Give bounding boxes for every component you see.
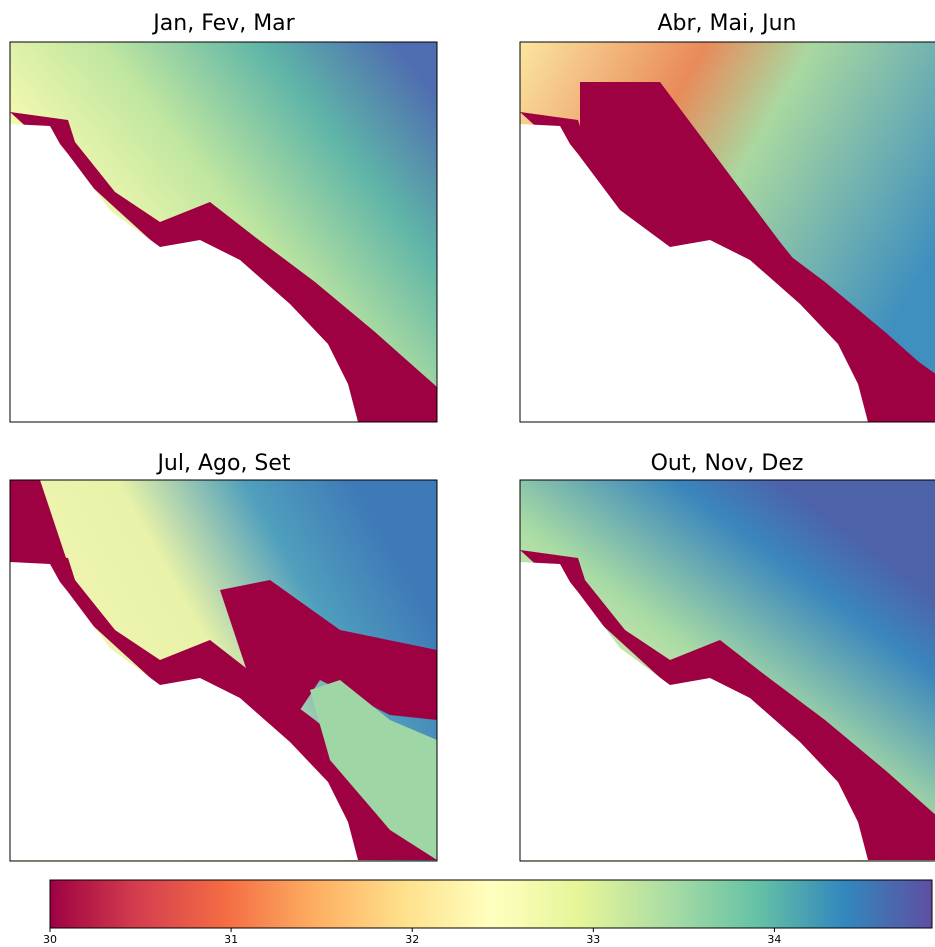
panel-title: Jan, Fev, Mar (151, 11, 295, 36)
tick-label: 30 (43, 933, 57, 946)
map-panel (9, 479, 438, 862)
offshore-water (310, 680, 437, 860)
map-frame (9, 479, 438, 862)
panel-title: Out, Nov, Dez (651, 451, 804, 476)
map-panel (519, 41, 935, 423)
panel-title: Jul, Ago, Set (155, 451, 290, 476)
coastal-plume (220, 580, 437, 860)
colorbar-ticks: 30 31 32 33 34 (43, 928, 781, 946)
panel-title: Abr, Mai, Jun (658, 11, 797, 36)
tick-label: 34 (767, 933, 781, 946)
map-frame (519, 479, 935, 862)
map-frame (9, 41, 438, 423)
tick-label: 31 (224, 933, 238, 946)
colorbar (49, 879, 933, 929)
map-panel (519, 479, 935, 862)
map-frame (519, 41, 935, 423)
tick-label: 32 (405, 933, 419, 946)
tick-label: 33 (586, 933, 600, 946)
map-panel (9, 41, 438, 423)
